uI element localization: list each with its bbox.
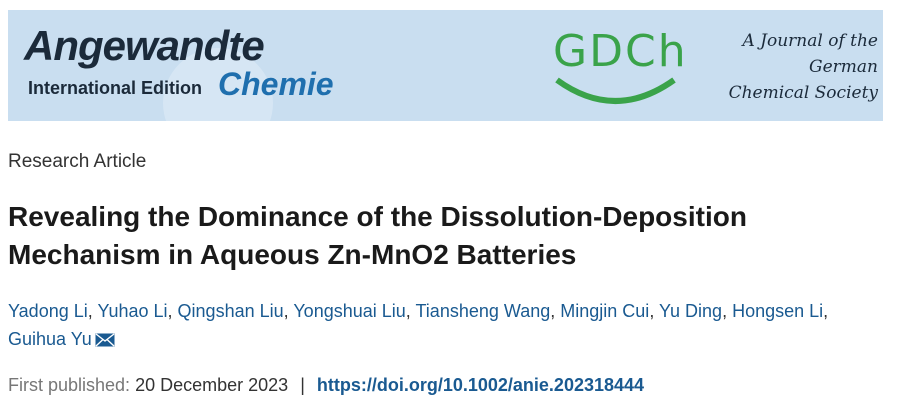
author-link[interactable]: Yuhao Li (97, 301, 168, 321)
journal-edition: International Edition (28, 78, 202, 98)
author-separator: , (405, 301, 411, 321)
tagline-line-1: A Journal of the (742, 31, 878, 51)
journal-subtitle: Chemie (218, 66, 334, 102)
corresponding-author-link[interactable]: Guihua Yu (8, 329, 92, 349)
title-line-1: Revealing the Dominance of the Dissoluti… (8, 201, 747, 232)
author-link[interactable]: Yongshuai Liu (293, 301, 406, 321)
author-link[interactable]: Qingshan Liu (177, 301, 284, 321)
publication-info: First published: 20 December 2023 | https:… (8, 375, 644, 396)
author-link[interactable]: Mingjin Cui (560, 301, 650, 321)
author-separator: , (167, 301, 173, 321)
author-separator: , (722, 301, 728, 321)
author-separator: , (550, 301, 556, 321)
author-separator: , (87, 301, 93, 321)
journal-name: Angewandte (24, 22, 265, 69)
author-link[interactable]: Tiansheng Wang (415, 301, 551, 321)
publication-separator: | (300, 375, 305, 395)
journal-banner: Angewandte International Edition Chemie … (8, 10, 883, 121)
author-link[interactable]: Hongsen Li (732, 301, 824, 321)
title-line-2: Mechanism in Aqueous Zn-MnO2 Batteries (8, 239, 577, 270)
mail-icon[interactable] (95, 333, 115, 347)
gdch-logo: GDCh (553, 26, 688, 77)
author-link[interactable]: Yadong Li (8, 301, 88, 321)
author-separator: , (823, 301, 829, 321)
society-tagline: A Journal of the German Chemical Society (718, 28, 878, 106)
tagline-line-2: German (809, 57, 878, 77)
author-separator: , (283, 301, 289, 321)
published-label: First published: (8, 375, 131, 395)
gdch-bowl-icon (555, 77, 676, 104)
author-link[interactable]: Yu Ding (659, 301, 723, 321)
article-type: Research Article (8, 151, 147, 172)
article-title: Revealing the Dominance of the Dissoluti… (8, 198, 908, 274)
doi-link[interactable]: https://doi.org/10.1002/anie.202318444 (316, 375, 645, 395)
author-separator: , (649, 301, 655, 321)
published-date: 20 December 2023 (135, 375, 289, 395)
author-list: Yadong Li, Yuhao Li, Qingshan Liu, Yongs… (8, 297, 920, 353)
tagline-line-3: Chemical Society (728, 83, 878, 103)
